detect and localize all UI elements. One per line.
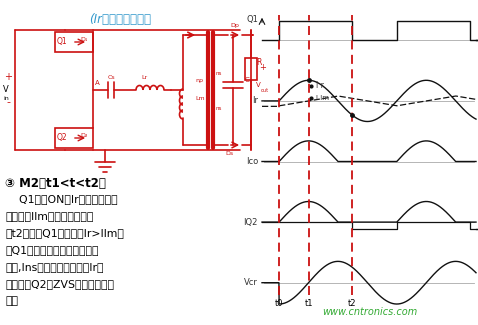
Text: I r: I r	[316, 81, 324, 90]
Text: V: V	[3, 85, 9, 95]
Text: +: +	[4, 72, 12, 82]
Text: ③ M2（t1<t<t2）: ③ M2（t1<t<t2）	[5, 177, 106, 190]
Text: www.cntronics.com: www.cntronics.com	[322, 307, 418, 317]
Text: Ico: Ico	[246, 157, 258, 166]
Text: Q2: Q2	[57, 133, 67, 142]
Text: D₁: D₁	[80, 37, 87, 42]
Text: I lm: I lm	[316, 95, 329, 101]
Text: in: in	[3, 96, 9, 100]
Text: t0: t0	[275, 299, 283, 308]
Text: Ir: Ir	[252, 97, 258, 105]
Text: Q1已经ON，Ir依然以正弦规: Q1已经ON，Ir依然以正弦规	[5, 194, 118, 204]
Text: Lm: Lm	[195, 96, 205, 101]
Text: 存在，为Q2的ZVS开通创造了条: 存在，为Q2的ZVS开通创造了条	[5, 279, 114, 289]
Text: Vcr: Vcr	[244, 278, 258, 287]
Text: D₂: D₂	[80, 133, 87, 138]
Text: t1: t1	[305, 299, 314, 308]
Bar	[55, 128, 93, 148]
Text: 在t2时刻，Q1关断，但Ir>Ilm，: 在t2时刻，Q1关断，但Ir>Ilm，	[5, 228, 124, 238]
Bar	[245, 58, 257, 80]
Text: C: C	[245, 77, 250, 83]
Text: V: V	[256, 82, 261, 88]
Text: Q1: Q1	[57, 37, 67, 46]
Text: IQ2: IQ2	[244, 218, 258, 227]
Text: Ds: Ds	[225, 151, 233, 156]
Text: ns: ns	[216, 71, 222, 76]
Text: 律增大，Ilm依然线性上升，: 律增大，Ilm依然线性上升，	[5, 211, 93, 221]
Text: -: -	[6, 97, 10, 107]
Text: Lr: Lr	[141, 75, 147, 80]
Text: A: A	[95, 80, 100, 86]
Text: out: out	[261, 88, 269, 93]
Text: 导通,Ins依然有电流，同时Ir的: 导通,Ins依然有电流，同时Ir的	[5, 262, 104, 272]
Text: np: np	[195, 78, 203, 83]
Text: R: R	[256, 58, 261, 67]
Bar	[55, 32, 93, 52]
Text: Cs: Cs	[108, 75, 116, 80]
Text: Dp: Dp	[230, 23, 239, 28]
Text: 在Q1关断时，副边二极管依然: 在Q1关断时，副边二极管依然	[5, 245, 98, 255]
Text: t2: t2	[348, 299, 356, 308]
Text: ns: ns	[216, 106, 222, 111]
Text: Q1: Q1	[246, 15, 258, 24]
Text: +: +	[259, 63, 266, 72]
Text: (Ir从左向右为正）: (Ir从左向右为正）	[89, 13, 151, 26]
Text: 件。: 件。	[5, 296, 18, 306]
